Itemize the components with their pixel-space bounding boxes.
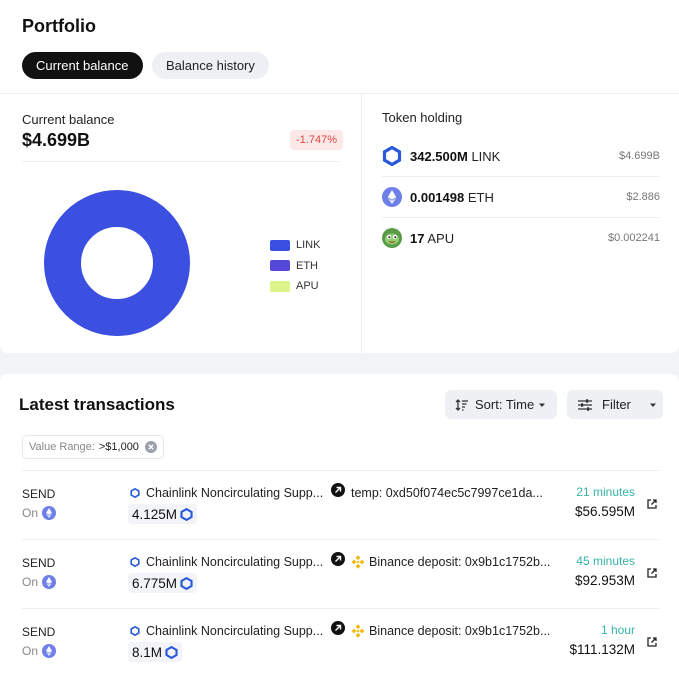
divider: [22, 470, 659, 471]
ethereum-icon: [42, 506, 57, 520]
transactions-card: Latest transactions Sort: Time Filter Va…: [0, 374, 679, 680]
chainlink-icon: [382, 146, 402, 166]
transaction-row[interactable]: SEND On Chainlink Noncirculating Supp...…: [22, 540, 662, 609]
token-amount-eth: 0.001498 ETH: [410, 189, 494, 205]
remove-filter-icon[interactable]: [144, 441, 157, 453]
token-holding-label: Token holding: [382, 110, 463, 125]
chevron-down-icon: [649, 403, 656, 407]
balance-change-badge: -1.747%: [290, 130, 343, 150]
value-range-chip[interactable]: Value Range: >$1,000: [22, 435, 164, 459]
apu-icon: [382, 228, 402, 248]
portfolio-title: Portfolio: [22, 16, 96, 36]
filter-label: Filter: [602, 397, 631, 412]
current-balance-label: Current balance: [22, 112, 115, 127]
tx-time: 1 hour: [600, 623, 635, 637]
external-link-icon[interactable]: [646, 498, 658, 510]
legend-swatch-eth: [270, 260, 290, 272]
divider: [0, 93, 679, 94]
tx-from-entity[interactable]: Chainlink Noncirculating Supp...: [130, 624, 323, 638]
transaction-row[interactable]: SEND On Chainlink Noncirculating Supp...…: [22, 609, 662, 678]
donut-slice-link[interactable]: [44, 190, 190, 336]
tx-from-entity[interactable]: Chainlink Noncirculating Supp...: [130, 486, 323, 500]
tx-to-address[interactable]: Binance deposit: 0x9b1c1752b...: [351, 555, 550, 569]
value-range-label: Value Range:: [29, 441, 95, 453]
tab-balance-history[interactable]: Balance history: [152, 52, 269, 79]
tx-usd-value: $111.132M: [569, 642, 635, 657]
chevron-down-icon: [539, 403, 545, 407]
allocation-donut-chart: [44, 190, 190, 336]
sort-icon: [455, 398, 468, 411]
tx-chain: On: [22, 575, 57, 589]
legend-item-apu: APU: [270, 276, 320, 297]
tx-type: SEND: [22, 556, 56, 570]
tab-current-balance[interactable]: Current balance: [22, 52, 143, 79]
token-value-eth: $2.886: [626, 191, 660, 203]
legend-swatch-apu: [270, 280, 290, 292]
tx-time: 21 minutes: [576, 485, 635, 499]
ethereum-icon: [42, 644, 57, 658]
tx-amount: 6.775M: [128, 573, 198, 593]
tx-time: 45 minutes: [576, 554, 635, 568]
token-row-eth[interactable]: 0.001498 ETH $2.886: [382, 177, 660, 217]
divider: [22, 539, 659, 540]
tx-type: SEND: [22, 625, 56, 639]
chainlink-icon: [180, 576, 193, 590]
binance-icon: [351, 624, 365, 638]
tx-from-entity[interactable]: Chainlink Noncirculating Supp...: [130, 555, 323, 569]
legend-label-link: LINK: [296, 239, 321, 252]
arrow-out-icon: [331, 621, 345, 635]
sort-label: Sort: Time: [475, 397, 535, 412]
legend-label-eth: ETH: [296, 259, 318, 272]
tx-usd-value: $56.595M: [574, 504, 635, 519]
tx-to-address[interactable]: Binance deposit: 0x9b1c1752b...: [351, 624, 550, 638]
external-link-icon[interactable]: [646, 636, 658, 648]
chainlink-icon: [180, 507, 193, 521]
chainlink-icon: [130, 557, 140, 567]
token-row-apu[interactable]: 17 APU $0.002241: [382, 218, 660, 258]
divider: [22, 161, 340, 162]
divider: [22, 608, 659, 609]
divider: [382, 176, 660, 177]
transaction-row[interactable]: SEND On Chainlink Noncirculating Supp...…: [22, 471, 662, 540]
filter-sliders-icon: [578, 398, 592, 411]
chainlink-icon: [130, 488, 140, 498]
token-amount-apu: 17 APU: [410, 230, 455, 246]
ethereum-icon: [42, 575, 57, 589]
ethereum-icon: [382, 187, 402, 207]
token-value-apu: $0.002241: [608, 232, 660, 244]
legend-item-link: LINK: [270, 235, 320, 256]
tx-type: SEND: [22, 487, 56, 501]
divider: [382, 217, 660, 218]
value-range-value: >$1,000: [98, 441, 139, 453]
arrow-out-icon: [331, 483, 345, 497]
legend-label-apu: APU: [296, 280, 319, 293]
token-amount-link: 342.500M LINK: [410, 148, 501, 164]
current-balance-value: $4.699B: [22, 130, 91, 150]
legend-item-eth: ETH: [270, 256, 320, 277]
sort-button[interactable]: Sort: Time: [445, 390, 557, 419]
divider: [361, 93, 362, 353]
tx-amount: 8.1M: [128, 642, 183, 662]
chart-legend: LINK ETH APU: [270, 235, 320, 297]
arrow-out-icon: [331, 552, 345, 566]
binance-icon: [351, 555, 365, 569]
token-row-link[interactable]: 342.500M LINK $4.699B: [382, 136, 660, 176]
tx-chain: On: [22, 644, 57, 658]
external-link-icon[interactable]: [646, 567, 658, 579]
filter-button[interactable]: Filter: [567, 390, 663, 419]
tx-usd-value: $92.953M: [574, 573, 635, 588]
token-value-link: $4.699B: [619, 150, 660, 162]
chainlink-icon: [130, 626, 140, 636]
tx-amount: 4.125M: [128, 504, 198, 524]
tx-to-address[interactable]: temp: 0xd50f074ec5c7997ce1da...: [351, 486, 543, 500]
chainlink-icon: [165, 645, 178, 659]
legend-swatch-link: [270, 239, 290, 251]
tx-chain: On: [22, 506, 57, 520]
transactions-title: Latest transactions: [19, 395, 175, 414]
portfolio-card: Portfolio Current balance Balance histor…: [0, 0, 679, 353]
